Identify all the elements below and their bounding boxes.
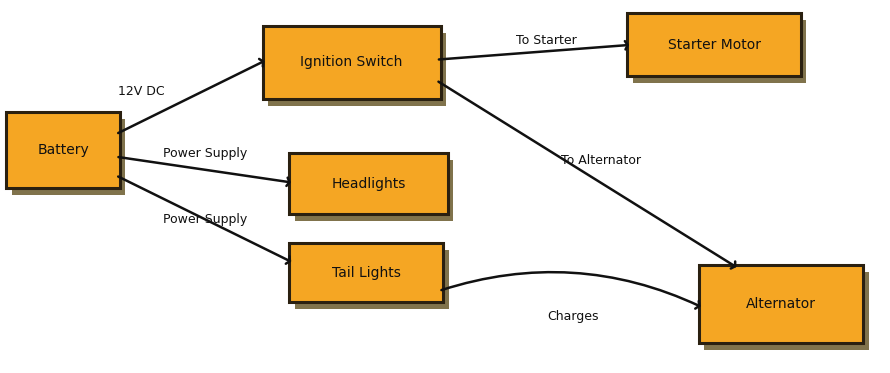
Text: Ignition Switch: Ignition Switch xyxy=(300,56,403,69)
Text: To Starter: To Starter xyxy=(516,34,577,47)
Text: 12V DC: 12V DC xyxy=(118,85,165,98)
Text: Power Supply: Power Supply xyxy=(163,213,247,226)
Text: Tail Lights: Tail Lights xyxy=(332,266,400,280)
Text: Headlights: Headlights xyxy=(331,177,406,191)
FancyBboxPatch shape xyxy=(12,119,125,195)
FancyBboxPatch shape xyxy=(263,26,441,99)
Text: Power Supply: Power Supply xyxy=(163,147,247,160)
FancyBboxPatch shape xyxy=(295,160,453,221)
Text: Starter Motor: Starter Motor xyxy=(668,38,761,52)
FancyBboxPatch shape xyxy=(633,20,806,83)
FancyBboxPatch shape xyxy=(704,272,869,350)
FancyBboxPatch shape xyxy=(289,243,443,302)
FancyBboxPatch shape xyxy=(295,250,449,309)
Text: Battery: Battery xyxy=(37,143,89,157)
FancyBboxPatch shape xyxy=(268,33,446,106)
FancyBboxPatch shape xyxy=(289,153,448,214)
FancyBboxPatch shape xyxy=(6,112,120,188)
Text: To Alternator: To Alternator xyxy=(561,154,641,167)
FancyBboxPatch shape xyxy=(699,265,863,343)
Text: Charges: Charges xyxy=(547,310,599,323)
FancyBboxPatch shape xyxy=(627,13,801,76)
Text: Alternator: Alternator xyxy=(746,297,816,311)
